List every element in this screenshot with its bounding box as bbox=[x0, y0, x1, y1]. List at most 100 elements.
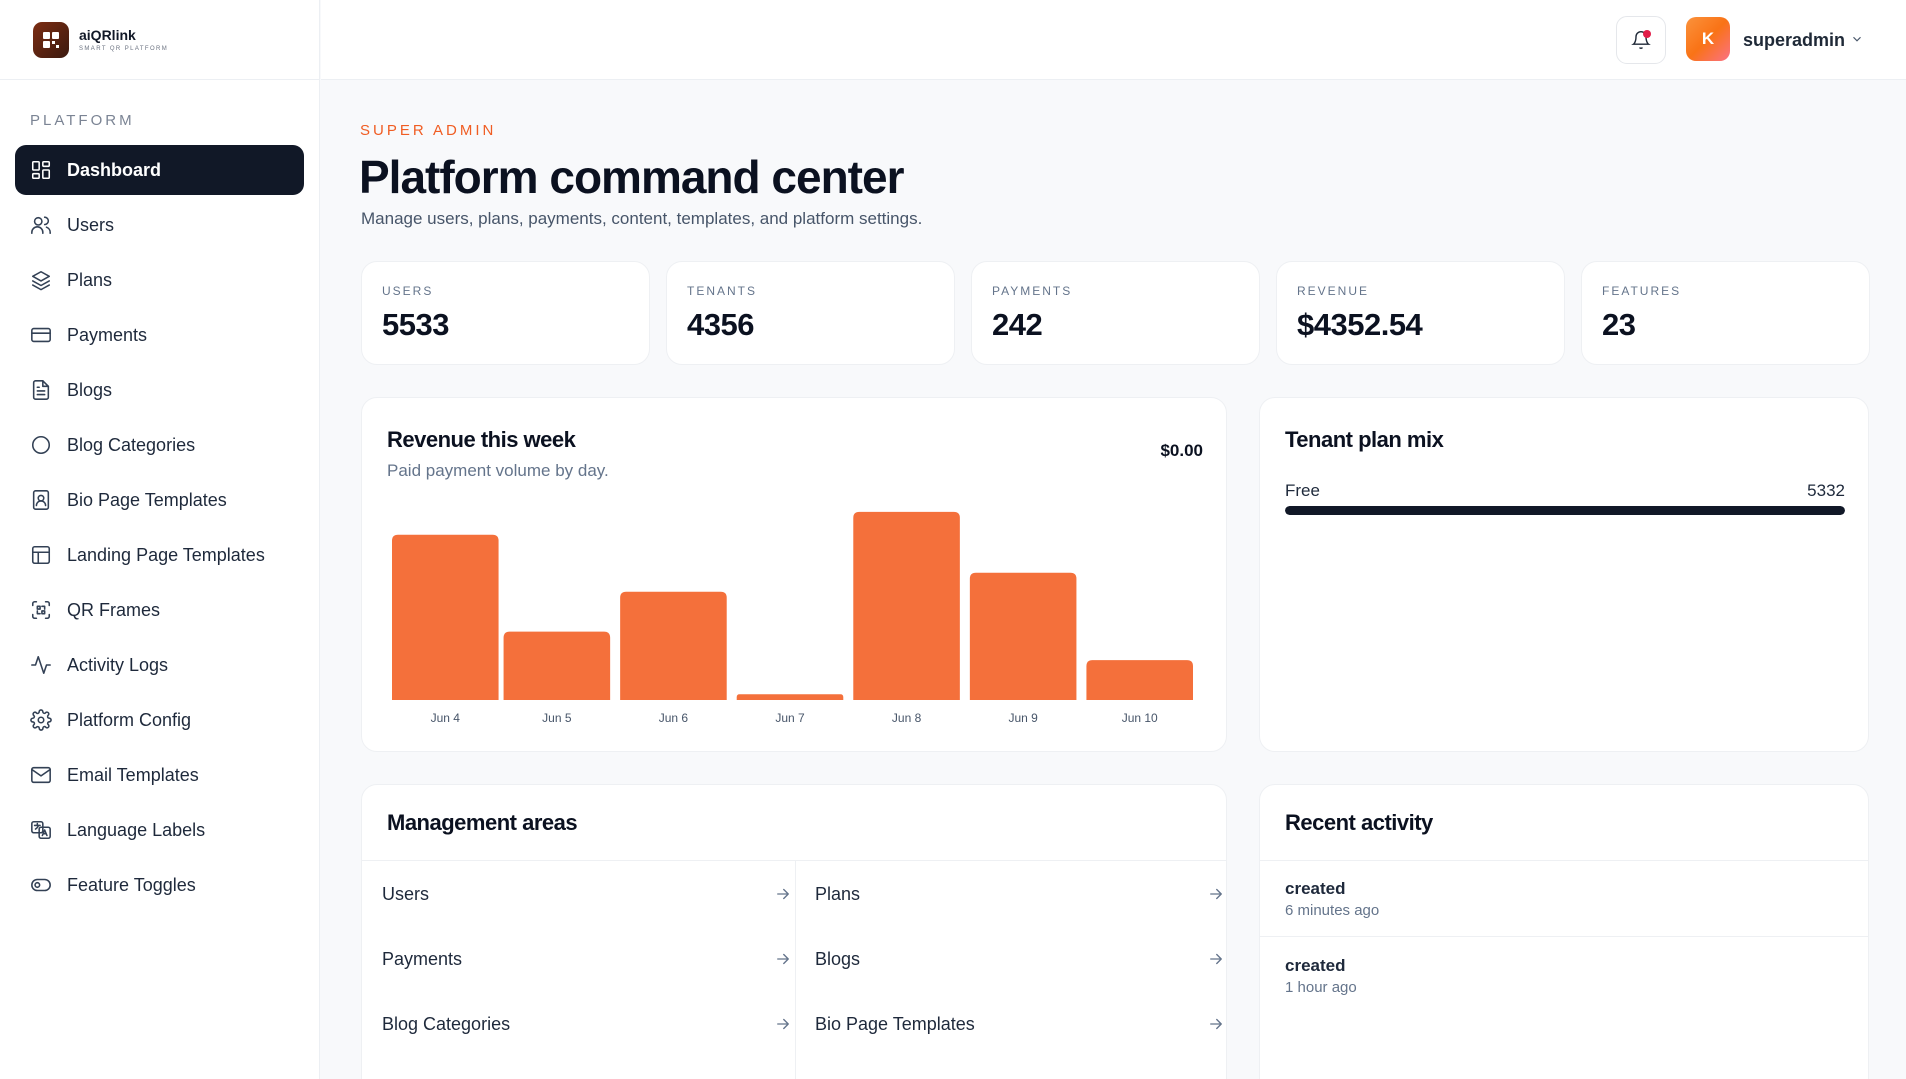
brand[interactable]: aiQRlink SMART QR PLATFORM bbox=[0, 0, 319, 80]
sidebar-item-label: Users bbox=[67, 214, 115, 235]
topbar bbox=[321, 0, 1906, 80]
activity-item-time: 6 minutes ago bbox=[1285, 902, 1380, 919]
sidebar-item-label: Email Templates bbox=[67, 764, 199, 785]
stat-value: 5533 bbox=[382, 307, 449, 342]
sidebar-item-label: Feature Toggles bbox=[67, 874, 196, 895]
languages-icon bbox=[30, 819, 52, 841]
sidebar-item-label: Landing Page Templates bbox=[67, 544, 265, 565]
management-link-users[interactable]: Users bbox=[382, 874, 792, 914]
stat-value: $4352.54 bbox=[1297, 307, 1423, 342]
sidebar-item-label: Activity Logs bbox=[67, 654, 169, 675]
sidebar-item-feature-toggles[interactable]: Feature Toggles bbox=[15, 860, 304, 910]
sidebar-item-email-templates[interactable]: Email Templates bbox=[15, 750, 304, 800]
plan-progress-track bbox=[1285, 506, 1845, 515]
management-link-label: Bio Page Templates bbox=[815, 1013, 975, 1034]
management-link-blog-categories[interactable]: Blog Categories bbox=[382, 1004, 792, 1044]
chart-bar bbox=[503, 631, 611, 700]
notification-dot bbox=[1643, 30, 1651, 38]
stat-card-users: USERS 5533 bbox=[361, 261, 650, 365]
notifications-button[interactable] bbox=[1616, 16, 1666, 64]
brand-tagline: SMART QR PLATFORM bbox=[79, 46, 169, 52]
sidebar-item-platform-config[interactable]: Platform Config bbox=[15, 695, 304, 745]
plan-progress-fill bbox=[1285, 506, 1845, 515]
plan-name: Free bbox=[1285, 481, 1320, 500]
chart-bar bbox=[736, 694, 844, 700]
sidebar-item-payments[interactable]: Payments bbox=[15, 310, 304, 360]
sidebar-item-landing-page-templates[interactable]: Landing Page Templates bbox=[15, 530, 304, 580]
arrow-right-icon bbox=[1210, 1018, 1222, 1030]
divider bbox=[1260, 936, 1868, 937]
management-link-bio-page-templates[interactable]: Bio Page Templates bbox=[815, 1004, 1225, 1044]
sidebar-item-language-labels[interactable]: Language Labels bbox=[15, 805, 304, 855]
sidebar-item-label: QR Frames bbox=[67, 599, 161, 620]
activity-card: Recent activity created 6 minutes ago cr… bbox=[1259, 784, 1869, 1079]
arrow-right-icon bbox=[777, 953, 789, 965]
chart-bar bbox=[969, 572, 1077, 700]
stat-label: REVENUE bbox=[1297, 284, 1370, 298]
sidebar-item-dashboard[interactable]: Dashboard bbox=[15, 145, 304, 195]
sidebar-item-blogs[interactable]: Blogs bbox=[15, 365, 304, 415]
sidebar: aiQRlink SMART QR PLATFORM PLATFORM Dash… bbox=[0, 0, 320, 1079]
chart-x-tick-label: Jun 6 bbox=[659, 711, 689, 725]
contact-icon bbox=[30, 489, 52, 511]
arrow-right-icon bbox=[777, 1018, 789, 1030]
chart-x-tick-label: Jun 4 bbox=[431, 711, 461, 725]
sidebar-item-activity-logs[interactable]: Activity Logs bbox=[15, 640, 304, 690]
file-text-icon bbox=[30, 379, 52, 401]
activity-item-title: created bbox=[1285, 879, 1346, 898]
brand-name: aiQRlink bbox=[79, 27, 136, 43]
sidebar-item-label: Platform Config bbox=[67, 709, 192, 730]
sidebar-item-blog-categories[interactable]: Blog Categories bbox=[15, 420, 304, 470]
sidebar-item-qr-frames[interactable]: QR Frames bbox=[15, 585, 304, 635]
page-subtitle: Manage users, plans, payments, content, … bbox=[361, 209, 923, 228]
management-link-label: Payments bbox=[382, 948, 463, 969]
sidebar-item-label: Dashboard bbox=[67, 159, 162, 180]
plan-count: 5332 bbox=[1807, 481, 1845, 500]
stat-label: FEATURES bbox=[1602, 284, 1682, 298]
arrow-right-icon bbox=[1210, 953, 1222, 965]
sidebar-item-users[interactable]: Users bbox=[15, 200, 304, 250]
chart-x-tick-label: Jun 10 bbox=[1122, 711, 1158, 725]
circle-icon bbox=[30, 434, 52, 456]
layout-icon bbox=[30, 544, 52, 566]
stat-value: 4356 bbox=[687, 307, 754, 342]
sidebar-item-plans[interactable]: Plans bbox=[15, 255, 304, 305]
sidebar-item-bio-page-templates[interactable]: Bio Page Templates bbox=[15, 475, 304, 525]
arrow-right-icon bbox=[1210, 888, 1222, 900]
revenue-subtitle: Paid payment volume by day. bbox=[387, 461, 609, 480]
toggle-icon bbox=[30, 874, 52, 896]
plan-mix-title: Tenant plan mix bbox=[1285, 427, 1444, 452]
chart-x-tick-label: Jun 8 bbox=[892, 711, 922, 725]
scan-icon bbox=[30, 599, 52, 621]
username[interactable]: superadmin bbox=[1743, 30, 1846, 50]
management-card: Management areas Users Plans Payments Bl… bbox=[361, 784, 1227, 1079]
chevron-down-icon[interactable] bbox=[1850, 32, 1864, 46]
stat-card-revenue: REVENUE $4352.54 bbox=[1276, 261, 1565, 365]
sidebar-item-label: Language Labels bbox=[67, 819, 206, 840]
layers-icon bbox=[30, 269, 52, 291]
stat-card-features: FEATURES 23 bbox=[1581, 261, 1870, 365]
chart-x-tick-label: Jun 7 bbox=[775, 711, 805, 725]
stat-value: 23 bbox=[1602, 307, 1636, 342]
divider bbox=[362, 860, 1226, 861]
arrow-right-icon bbox=[777, 888, 789, 900]
management-link-label: Blogs bbox=[815, 948, 861, 969]
management-link-payments[interactable]: Payments bbox=[382, 939, 792, 979]
stat-card-tenants: TENANTS 4356 bbox=[666, 261, 955, 365]
management-link-plans[interactable]: Plans bbox=[815, 874, 1225, 914]
chart-x-tick-label: Jun 9 bbox=[1008, 711, 1038, 725]
bell-icon bbox=[1631, 31, 1651, 50]
mail-icon bbox=[30, 764, 52, 786]
credit-card-icon bbox=[30, 324, 52, 346]
revenue-card: Revenue this week Paid payment volume by… bbox=[361, 397, 1227, 752]
stat-value: 242 bbox=[992, 307, 1043, 342]
activity-icon bbox=[30, 654, 52, 676]
divider bbox=[1260, 860, 1868, 861]
avatar[interactable]: K bbox=[1686, 17, 1730, 61]
grid-icon bbox=[30, 159, 52, 181]
stat-card-payments: PAYMENTS 242 bbox=[971, 261, 1260, 365]
management-link-blogs[interactable]: Blogs bbox=[815, 939, 1225, 979]
stat-label: PAYMENTS bbox=[992, 284, 1073, 298]
plan-mix-card: Tenant plan mix Free 5332 bbox=[1259, 397, 1869, 752]
activity-item-title: created bbox=[1285, 956, 1346, 975]
